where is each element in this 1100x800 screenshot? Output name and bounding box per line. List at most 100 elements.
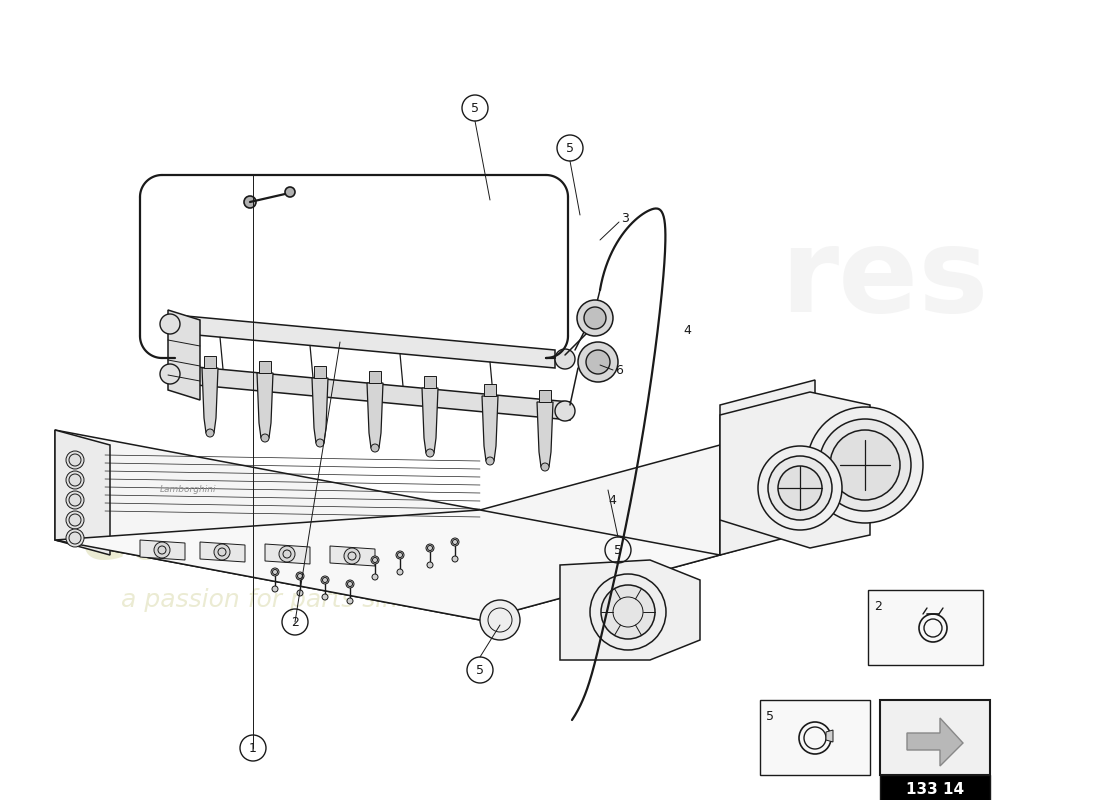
Text: eurospares: eurospares: [81, 506, 538, 574]
Circle shape: [778, 466, 822, 510]
Polygon shape: [367, 383, 383, 448]
Text: 1: 1: [249, 742, 257, 754]
Circle shape: [279, 546, 295, 562]
Polygon shape: [265, 544, 310, 564]
Circle shape: [541, 463, 549, 471]
Text: 4: 4: [683, 323, 691, 337]
Circle shape: [556, 349, 575, 369]
Polygon shape: [368, 371, 381, 383]
Circle shape: [427, 562, 433, 568]
Text: 5: 5: [471, 102, 478, 114]
Circle shape: [66, 451, 84, 469]
Text: res: res: [780, 222, 989, 338]
Text: 2: 2: [874, 600, 882, 613]
Polygon shape: [424, 376, 436, 388]
Circle shape: [346, 598, 353, 604]
Circle shape: [66, 491, 84, 509]
Text: 5: 5: [566, 142, 574, 154]
Polygon shape: [168, 310, 200, 400]
Text: 3: 3: [621, 211, 629, 225]
Circle shape: [285, 187, 295, 197]
Circle shape: [344, 548, 360, 564]
Circle shape: [371, 444, 380, 452]
Text: 6: 6: [615, 363, 623, 377]
Polygon shape: [55, 430, 720, 620]
Bar: [760, 700, 870, 775]
Circle shape: [261, 434, 270, 442]
Circle shape: [451, 538, 459, 546]
Circle shape: [322, 594, 328, 600]
Polygon shape: [484, 384, 496, 396]
Polygon shape: [908, 718, 962, 766]
Circle shape: [758, 446, 842, 530]
Circle shape: [768, 456, 832, 520]
Polygon shape: [330, 546, 375, 566]
Circle shape: [66, 471, 84, 489]
Polygon shape: [539, 390, 551, 402]
Polygon shape: [202, 368, 218, 433]
Circle shape: [321, 576, 329, 584]
Circle shape: [426, 449, 434, 457]
Circle shape: [160, 364, 180, 384]
Polygon shape: [560, 560, 700, 660]
Polygon shape: [257, 373, 273, 438]
Text: 133 14: 133 14: [906, 782, 964, 797]
Polygon shape: [200, 542, 245, 562]
Circle shape: [271, 568, 279, 576]
Text: 2: 2: [292, 615, 299, 629]
Circle shape: [452, 556, 458, 562]
Circle shape: [316, 439, 324, 447]
Circle shape: [346, 580, 354, 588]
Circle shape: [297, 590, 302, 596]
Circle shape: [807, 407, 923, 523]
Circle shape: [480, 600, 520, 640]
Circle shape: [830, 430, 900, 500]
Circle shape: [396, 551, 404, 559]
Circle shape: [601, 585, 654, 639]
Bar: [868, 590, 983, 665]
Circle shape: [66, 511, 84, 529]
Polygon shape: [258, 361, 271, 373]
Circle shape: [556, 401, 575, 421]
Polygon shape: [140, 540, 185, 560]
Circle shape: [296, 572, 304, 580]
Circle shape: [820, 419, 911, 511]
Polygon shape: [537, 402, 553, 467]
Polygon shape: [422, 388, 438, 453]
Circle shape: [160, 314, 180, 334]
Polygon shape: [482, 396, 498, 461]
Text: 5: 5: [766, 710, 774, 723]
Bar: [880, 700, 990, 775]
Text: 5: 5: [476, 663, 484, 677]
Circle shape: [426, 544, 434, 552]
Circle shape: [206, 429, 214, 437]
Polygon shape: [175, 315, 556, 368]
Circle shape: [372, 574, 378, 580]
Circle shape: [244, 196, 256, 208]
Circle shape: [578, 300, 613, 336]
Circle shape: [66, 529, 84, 547]
Polygon shape: [826, 730, 833, 742]
Circle shape: [586, 350, 611, 374]
Circle shape: [154, 542, 170, 558]
Circle shape: [584, 307, 606, 329]
Polygon shape: [720, 380, 815, 555]
Text: 4: 4: [608, 494, 616, 506]
Text: 5: 5: [614, 543, 622, 557]
Circle shape: [371, 556, 380, 564]
Circle shape: [590, 574, 666, 650]
Polygon shape: [720, 392, 870, 548]
Polygon shape: [175, 365, 570, 420]
Polygon shape: [55, 430, 110, 555]
Polygon shape: [720, 420, 810, 555]
Circle shape: [397, 569, 403, 575]
Circle shape: [486, 457, 494, 465]
Text: a passion for parts since 1985: a passion for parts since 1985: [121, 588, 499, 612]
Circle shape: [272, 586, 278, 592]
Polygon shape: [312, 378, 328, 443]
Polygon shape: [55, 510, 720, 620]
Text: Lamborghini: Lamborghini: [160, 486, 217, 494]
Circle shape: [214, 544, 230, 560]
Polygon shape: [314, 366, 326, 378]
Polygon shape: [204, 356, 216, 368]
